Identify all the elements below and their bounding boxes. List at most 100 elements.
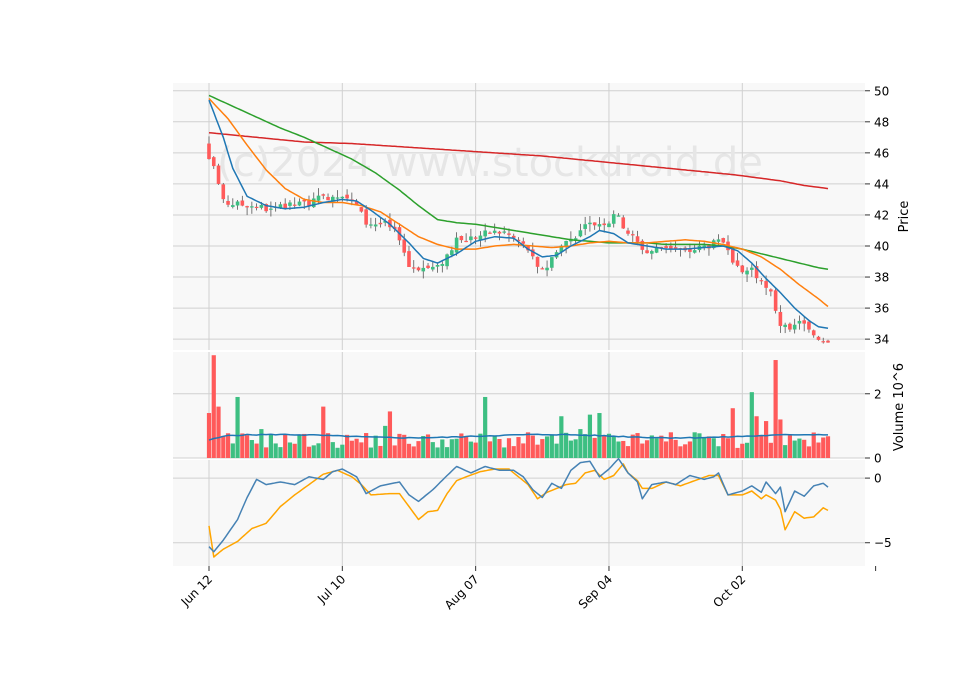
candle-body (759, 280, 764, 282)
candle-body (740, 265, 745, 273)
volume-bar (564, 432, 569, 458)
candle-body (459, 236, 464, 241)
candle-body (745, 270, 749, 275)
volume-bar (278, 447, 283, 458)
candle-body (288, 202, 292, 206)
volume-bar (592, 437, 597, 458)
candle-body (621, 217, 626, 229)
candle-body (264, 204, 268, 212)
volume-bar (816, 442, 821, 458)
candle-body (650, 251, 654, 254)
volume-bar (230, 443, 235, 458)
candle-body (821, 341, 826, 343)
candle-body (826, 340, 830, 343)
volume-bar (621, 440, 626, 458)
volume-bar (306, 446, 312, 458)
volume-bar (235, 396, 240, 458)
candle-body (240, 200, 245, 206)
candle-body (735, 260, 740, 266)
volume-bar (706, 436, 712, 458)
volume-bar (473, 442, 478, 458)
volume-bar (716, 446, 721, 458)
candle-body (464, 240, 468, 243)
candle-body (602, 223, 607, 226)
volume-bar (740, 443, 745, 458)
volume-bar (806, 446, 812, 458)
candle-body (340, 196, 345, 199)
volume-bar (773, 360, 778, 458)
volume-bar (730, 408, 735, 458)
volume-bar (511, 446, 516, 458)
candle-body (559, 245, 564, 253)
candle-body (788, 323, 792, 330)
candle-body (445, 254, 449, 267)
candle-body (440, 264, 445, 266)
candlesticks (207, 136, 830, 344)
candle-body (807, 321, 811, 330)
candle-body (383, 221, 387, 223)
watermark: (c)2024 www.stockdroid.de (217, 140, 763, 186)
volume-bar (797, 438, 802, 458)
candle-body (435, 264, 440, 267)
candle-body (550, 257, 554, 268)
y-tick-label: 46 (874, 146, 889, 160)
volume-bar (792, 440, 797, 458)
volume-bar (540, 439, 545, 458)
volume-bar (264, 447, 269, 458)
candle-body (278, 204, 283, 208)
candle-body (778, 311, 783, 326)
volume-bar (254, 443, 259, 458)
candle-body (545, 267, 549, 271)
y-tick-label: 44 (874, 177, 889, 191)
x-tick-label: Jul 10 (314, 572, 348, 606)
candle-body (535, 256, 540, 267)
volume-bar (244, 435, 250, 458)
candle-body (426, 265, 430, 269)
candle-body (297, 201, 302, 206)
volume-bar (687, 441, 693, 458)
candle-body (721, 238, 726, 243)
candle-body (797, 320, 802, 324)
x-tick-label: Jun 12 (178, 572, 215, 609)
volume-bar (321, 406, 326, 458)
candle-body (630, 234, 635, 236)
candle-body (231, 205, 235, 207)
candle-body (216, 165, 221, 184)
volume-bar (554, 443, 559, 458)
y-tick-label: 0 (874, 452, 882, 466)
candle-body (407, 251, 411, 267)
volume-bar (459, 433, 464, 458)
price-panel (173, 83, 865, 350)
volume-bar (373, 435, 378, 458)
candle-body (221, 184, 226, 200)
volume-bar (625, 446, 631, 458)
volume-bar (578, 429, 583, 458)
volume-bar (783, 445, 788, 458)
ma-longest-line (208, 131, 829, 190)
volume-bar (644, 440, 650, 458)
volume-bar (444, 447, 450, 458)
candle-body (326, 196, 330, 201)
volume-bars (206, 355, 831, 458)
volume-bar (359, 442, 364, 458)
volume-bar (440, 439, 445, 458)
y-tick-label: 50 (874, 84, 889, 98)
candle-body (664, 246, 668, 249)
candle-body (402, 239, 407, 253)
macd-line (208, 457, 829, 553)
candle-body (302, 199, 307, 202)
volume-bar (483, 396, 488, 458)
candle-body (769, 289, 773, 292)
candle-body (207, 143, 211, 160)
volume-bar (640, 443, 645, 458)
candle-body (345, 194, 349, 199)
volume-bar (559, 416, 564, 458)
volume-bar (525, 432, 531, 458)
volume-bar (692, 432, 697, 458)
candle-body (530, 249, 535, 257)
candle-body (411, 267, 416, 269)
candle-body (688, 248, 692, 252)
volume-bar (311, 445, 316, 458)
candle-body (321, 194, 326, 196)
candle-body (716, 239, 721, 242)
